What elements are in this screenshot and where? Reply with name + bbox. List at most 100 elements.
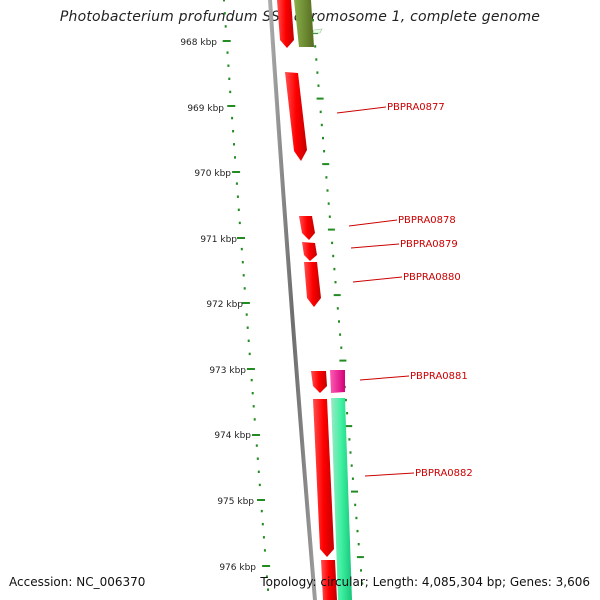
scale-tick-minor bbox=[255, 444, 258, 447]
scale-tick-minor bbox=[235, 182, 238, 185]
scale-tick-major bbox=[252, 434, 260, 436]
gene-leader-lines bbox=[336, 106, 415, 477]
leader-line bbox=[348, 219, 398, 227]
scale-tick-major bbox=[232, 171, 241, 173]
genome-summary: Topology: circular; Length: 4,085,304 bp… bbox=[260, 575, 590, 589]
outer-tick-minor bbox=[346, 412, 349, 415]
outer-tick-major bbox=[327, 228, 335, 231]
outer-tick-minor bbox=[356, 529, 359, 533]
scale-tick-minor bbox=[262, 536, 265, 539]
scale-tick-minor bbox=[232, 130, 235, 133]
scale-tick-major bbox=[227, 105, 236, 107]
scale-tick-minor bbox=[228, 77, 231, 80]
outer-tick-minor bbox=[312, 19, 314, 22]
scale-tick-minor bbox=[223, 0, 225, 2]
scale-tick-minor bbox=[252, 405, 255, 408]
outer-tick-major bbox=[356, 556, 364, 559]
scale-tick-minor bbox=[250, 378, 253, 382]
scale-tick-minor bbox=[231, 116, 234, 120]
leader-line bbox=[350, 243, 400, 249]
outer-tick-minor bbox=[338, 320, 340, 323]
outer-tick-minor bbox=[340, 346, 343, 349]
outer-tick-minor bbox=[336, 307, 339, 310]
outer-tick-minor bbox=[348, 438, 351, 441]
scale-tick-minor bbox=[234, 156, 236, 159]
scale-tick-minor bbox=[256, 457, 259, 460]
outer-tick-minor bbox=[319, 110, 322, 114]
leader-line bbox=[364, 472, 415, 477]
outer-tick-major bbox=[345, 425, 353, 428]
scale-tick-minor bbox=[226, 51, 229, 54]
gene-arrow bbox=[277, 0, 294, 48]
scale-tick-minor bbox=[233, 143, 235, 146]
gene-label: PBPRA0880 bbox=[403, 272, 461, 283]
outer-tick-minor bbox=[357, 543, 360, 546]
outer-tick-minor bbox=[320, 123, 323, 127]
outer-tick-minor bbox=[323, 150, 326, 153]
scale-tick-major bbox=[237, 237, 245, 239]
outer-tick-minor bbox=[360, 569, 362, 572]
outer-tick-minor bbox=[327, 202, 330, 205]
outer-tick-minor bbox=[344, 398, 347, 402]
gene-arrow bbox=[311, 371, 327, 393]
gene-features bbox=[277, 0, 352, 600]
leader-line bbox=[359, 375, 410, 381]
scale-tick-minor bbox=[238, 221, 241, 225]
backbone-arc bbox=[268, 0, 317, 600]
outer-tick-minor bbox=[314, 45, 317, 48]
scale-label: 969 kbp bbox=[187, 104, 224, 114]
accession-text: Accession: NC_006370 bbox=[9, 575, 146, 589]
scale-labels: 968 kbp 969 kbp 970 kbp 971 kbp 972 kbp … bbox=[180, 38, 256, 573]
scale-tick-minor bbox=[263, 549, 266, 552]
scale-label: 971 kbp bbox=[200, 235, 237, 245]
scale-tick-minor bbox=[243, 287, 246, 290]
scale-label: 973 kbp bbox=[209, 366, 246, 376]
gene-arrow bbox=[299, 216, 315, 240]
scale-tick-minor bbox=[236, 195, 239, 198]
gene-label: PBPRA0879 bbox=[400, 239, 458, 250]
gene-arrow bbox=[294, 0, 314, 47]
scale-tick-minor bbox=[248, 352, 251, 356]
outer-tick-minor bbox=[351, 477, 354, 480]
gene-arrow bbox=[302, 242, 317, 261]
outer-tick-minor bbox=[361, 582, 364, 585]
gene-label: PBPRA0882 bbox=[415, 468, 473, 479]
scale-tick-major bbox=[222, 40, 231, 42]
leader-line bbox=[352, 276, 403, 283]
gene-arrow bbox=[331, 398, 352, 600]
outer-tick-major bbox=[333, 294, 341, 297]
gene-labels: PBPRA0877 PBPRA0878 PBPRA0879 PBPRA0880 … bbox=[387, 102, 473, 479]
scale-tick-minor bbox=[237, 208, 240, 211]
scale-tick-minor bbox=[245, 313, 248, 316]
leader-line bbox=[336, 106, 387, 114]
outer-tick-minor bbox=[325, 176, 328, 179]
gene-arrow bbox=[312, 28, 323, 34]
gene-arrow bbox=[321, 560, 337, 600]
scale-tick-major bbox=[257, 499, 265, 501]
outer-tick-major bbox=[322, 163, 330, 166]
outer-tick-minor bbox=[333, 267, 336, 271]
scale-tick-minor bbox=[257, 470, 260, 473]
outer-tick-minor bbox=[317, 84, 320, 87]
scale-label: 974 kbp bbox=[214, 431, 251, 441]
outer-tick-major bbox=[339, 359, 347, 362]
scale-tick-minor bbox=[241, 261, 244, 264]
scale-tick-major bbox=[241, 302, 250, 304]
outer-tick-minor bbox=[339, 333, 342, 336]
outer-tick-minor bbox=[349, 451, 352, 454]
scale-tick-minor bbox=[229, 90, 232, 94]
gene-label: PBPRA0877 bbox=[387, 102, 445, 113]
scale-tick-minor bbox=[247, 339, 250, 342]
outer-tick-minor bbox=[331, 241, 334, 245]
gene-arrow bbox=[285, 72, 307, 161]
scale-tick-minor bbox=[267, 588, 269, 591]
scale-tick-minor bbox=[258, 483, 261, 487]
scale-tick-minor bbox=[246, 326, 249, 329]
outer-tick-minor bbox=[316, 71, 319, 74]
outer-tick-minor bbox=[322, 136, 324, 140]
outer-tick-minor bbox=[355, 516, 358, 520]
scale-tick-minor bbox=[261, 523, 264, 526]
scale-tick-minor bbox=[265, 575, 268, 578]
scale-label: 976 kbp bbox=[219, 563, 256, 573]
